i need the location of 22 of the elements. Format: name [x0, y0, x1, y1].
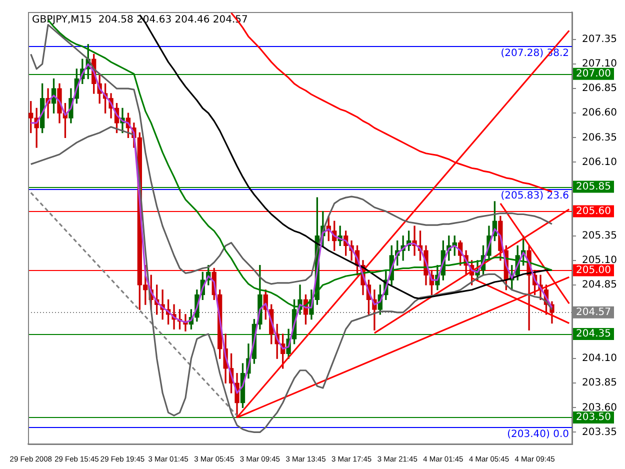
ref-line-label: 207.00	[576, 68, 612, 80]
ref-line-label: 204.57	[576, 307, 612, 318]
y-tick-label: 204.85	[582, 280, 618, 291]
y-tick-label: 207.10	[582, 58, 618, 70]
y-tick-label: 206.85	[582, 83, 618, 94]
y-tick-label: 205.10	[582, 254, 618, 266]
annotation: (203.40) 0.0	[507, 428, 570, 440]
y-tick-label: 206.10	[582, 156, 618, 168]
ref-line-label: 203.50	[576, 412, 612, 424]
y-tick-label: 207.35	[582, 34, 618, 46]
ref-line-label: 205.00	[576, 264, 612, 276]
y-tick-label: 204.10	[582, 353, 618, 364]
y-tick-label: 206.35	[582, 132, 618, 144]
annotation: (205.83) 23.6	[500, 190, 570, 202]
ref-line-label: 204.35	[576, 328, 612, 340]
ref-line-label: 205.85	[576, 181, 612, 192]
y-tick-label: 203.35	[582, 426, 618, 438]
y-tick-label: 203.85	[582, 378, 618, 389]
ref-line-label: 205.60	[576, 206, 612, 217]
y-tick-label: 206.60	[582, 108, 618, 119]
y-tick-label: 205.35	[582, 230, 618, 242]
y-tick-label: 203.60	[582, 402, 618, 414]
